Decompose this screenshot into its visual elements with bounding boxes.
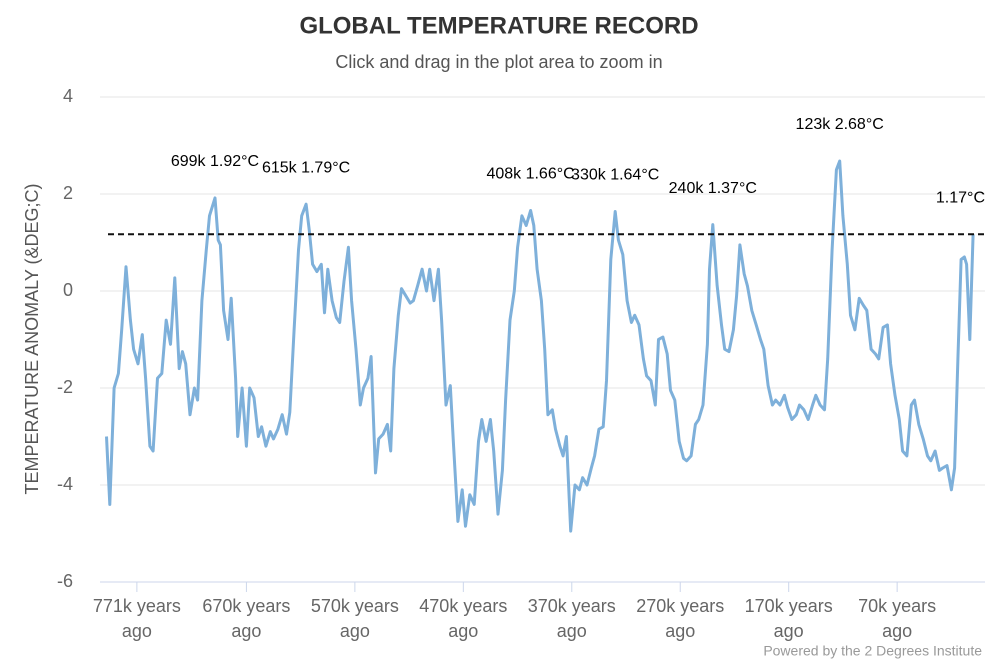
annotation: 699k 1.92°C [171, 153, 259, 170]
x-tick-label: 270k years ago [636, 596, 725, 641]
x-tick-label: 370k years ago [527, 596, 616, 641]
y-tick-label: 4 [63, 86, 73, 106]
x-tick-label: 170k years ago [744, 596, 833, 641]
annotation: 408k 1.66°C [486, 166, 574, 183]
annotation: 240k 1.37°C [669, 180, 757, 197]
y-axis-label: TEMPERATURE ANOMALY (&DEG;C) [22, 183, 42, 494]
y-tick-label: 2 [63, 183, 73, 203]
x-tick-label: 470k years ago [419, 596, 508, 641]
x-tick-label: 570k years ago [310, 596, 399, 641]
x-tick-label: 70k years ago [858, 596, 937, 641]
annotation: 1.17°C [936, 189, 985, 206]
y-tick-label: -4 [57, 474, 73, 494]
chart-subtitle: Click and drag in the plot area to zoom … [335, 52, 662, 72]
credit: Powered by the 2 Degrees Institute [763, 643, 982, 659]
y-tick-label: -2 [57, 377, 73, 397]
data-line [105, 159, 975, 533]
annotation: 615k 1.79°C [262, 159, 350, 176]
y-tick-label: -6 [57, 571, 73, 591]
annotation: 123k 2.68°C [796, 116, 884, 133]
annotation: 330k 1.64°C [571, 167, 659, 184]
y-tick-label: 0 [63, 280, 73, 300]
x-tick-label: 771k years ago [92, 596, 181, 641]
chart-title: GLOBAL TEMPERATURE RECORD [299, 12, 698, 39]
x-tick-label: 670k years ago [202, 596, 291, 641]
